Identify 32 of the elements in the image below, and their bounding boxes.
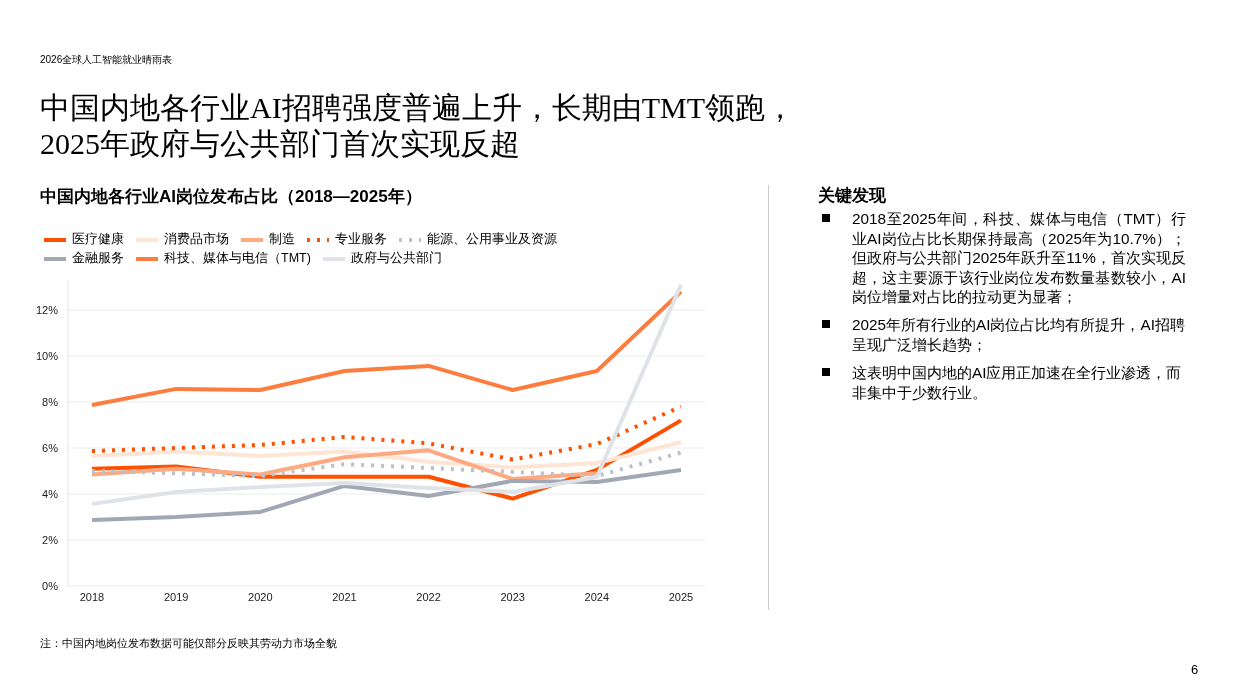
y-tick-label: 10%: [35, 350, 59, 362]
annotation: 注：中国内地岗位发布数据可能仅部分反映其劳动力市场全貌: [40, 636, 337, 651]
legend-label: 能源、公用事业及资源: [427, 231, 557, 248]
y-tick-label: 6%: [42, 442, 59, 454]
x-tick-label: 2020: [248, 591, 273, 603]
y-tick-label: 0%: [42, 580, 59, 592]
legend-label: 金融服务: [72, 250, 124, 267]
x-tick-label: 2025: [668, 591, 694, 603]
y-tick-label: 2%: [42, 534, 59, 546]
legend-label: 科技、媒体与电信（TMT): [164, 250, 311, 267]
annotation: 2026全球人工智能就业晴雨表: [40, 53, 173, 67]
annotation: 2018至2025年间，科技、媒体与电信（TMT）行业AI岗位占比长期保持最高（2025年为10.7%）；但政府与公共部门2025年跃升至11%，首次实现反超，这主要源于该行业岗位发布数量基数较小，AI岗位增量对占比的拉动更为显著；: [852, 209, 1186, 307]
x-tick-label: 2021: [332, 591, 357, 603]
legend-label: 医疗健康: [72, 231, 124, 248]
legend-label: 制造: [269, 231, 295, 248]
annotation: 这表明中国内地的AI应用正加速在全行业渗透，而非集中于少数行业。: [852, 363, 1183, 402]
annotation: 2025年所有行业的AI岗位占比均有所提升，AI招聘呈现广泛增长趋势；: [852, 315, 1186, 354]
annotation: 6: [1191, 662, 1199, 677]
legend-label: 政府与公共部门: [350, 250, 442, 267]
x-tick-label: 2023: [500, 591, 525, 603]
x-tick-label: 2024: [584, 591, 610, 603]
y-tick-label: 8%: [42, 396, 59, 408]
x-tick-label: 2019: [163, 591, 189, 603]
annotation: 关键发现: [818, 185, 886, 207]
y-tick-label: 12%: [35, 304, 59, 316]
x-tick-label: 2018: [79, 591, 105, 603]
title: 中国内地各行业AI招聘强度普遍上升，长期由TMT领跑， 2025年政府与公共部门首次实现反超: [40, 90, 795, 162]
legend-label: 专业服务: [335, 231, 387, 248]
legend-label: 消费品市场: [164, 231, 229, 248]
x-tick-label: 2022: [416, 591, 441, 603]
y-tick-label: 4%: [42, 488, 59, 500]
subtitle: 中国内地各行业AI岗位发布占比（2018—2025年）: [40, 186, 422, 208]
